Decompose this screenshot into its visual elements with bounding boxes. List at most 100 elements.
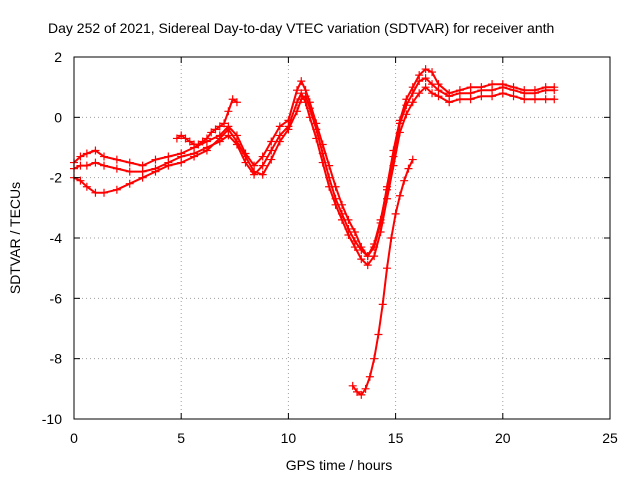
data-point (370, 243, 379, 252)
data-point (498, 80, 507, 89)
data-point (215, 122, 224, 131)
data-point (194, 140, 203, 149)
data-point (374, 330, 383, 339)
data-point (292, 86, 301, 95)
data-point (215, 134, 224, 143)
ticks (73, 56, 611, 420)
data-point (415, 71, 424, 80)
data-point (421, 74, 430, 83)
data-point (82, 182, 91, 191)
data-point (267, 137, 276, 146)
data-point (383, 182, 392, 191)
data-point (177, 131, 186, 140)
data-point (434, 92, 443, 101)
y-tick-label: -6 (50, 290, 63, 306)
data-point (211, 125, 220, 134)
data-point (224, 125, 233, 134)
data-point (241, 152, 250, 161)
data-point (151, 167, 160, 176)
data-point (181, 134, 190, 143)
data-point (112, 185, 121, 194)
data-point (202, 134, 211, 143)
data-point (530, 95, 539, 104)
data-point (488, 92, 497, 101)
data-point (267, 155, 276, 164)
data-point (357, 390, 366, 399)
data-point (455, 95, 464, 104)
data-point (477, 83, 486, 92)
data-point (297, 95, 306, 104)
data-point (100, 188, 109, 197)
data-point (498, 89, 507, 98)
y-tick-label: -8 (50, 351, 63, 367)
data-point (297, 77, 306, 86)
data-point (172, 134, 181, 143)
data-point (338, 209, 346, 218)
data-point (376, 218, 385, 227)
data-point (220, 119, 229, 128)
data-point (232, 98, 241, 107)
data-point (224, 107, 233, 116)
data-point (434, 80, 443, 89)
data-point (353, 387, 362, 396)
y-tick-label: -4 (50, 230, 63, 246)
data-point (509, 83, 518, 92)
data-point (76, 152, 85, 161)
data-point (361, 384, 370, 393)
data-point (428, 89, 437, 98)
data-point (275, 122, 284, 131)
data-point (228, 95, 237, 104)
data-point (428, 68, 437, 77)
data-point (365, 372, 374, 381)
data-point (267, 146, 276, 155)
data-point (541, 95, 550, 104)
data-point (395, 191, 404, 200)
data-point (112, 155, 121, 164)
series-track-5 (172, 95, 241, 149)
y-tick-labels: -10 -8 -6 -4 -2 0 2 (42, 49, 62, 427)
data-point (455, 86, 464, 95)
data-point (125, 167, 134, 176)
data-point (421, 65, 430, 74)
data-point (402, 95, 411, 104)
x-tick-labels: 0 5 10 15 20 25 (70, 430, 618, 446)
x-tick-label: 25 (602, 430, 618, 446)
data-point (207, 128, 216, 137)
data-point (391, 209, 400, 218)
data-point (408, 155, 417, 164)
data-point (138, 173, 147, 182)
y-tick-label: -10 (42, 411, 62, 427)
data-point (404, 164, 413, 173)
y-tick-label: 0 (54, 109, 62, 125)
data-point (164, 161, 173, 170)
data-point (312, 125, 321, 134)
data-point (350, 237, 359, 246)
data-point (530, 86, 539, 95)
data-point (258, 152, 267, 161)
x-tick-label: 5 (177, 430, 185, 446)
series-layer (70, 65, 559, 399)
data-point (202, 146, 211, 155)
data-point (82, 149, 91, 158)
x-tick-label: 0 (70, 430, 78, 446)
data-point (91, 146, 100, 155)
data-point (550, 83, 559, 92)
series-track-4 (348, 155, 417, 399)
data-point (125, 179, 134, 188)
data-point (284, 125, 293, 134)
data-point (100, 152, 109, 161)
data-point (177, 158, 186, 167)
data-point (363, 261, 372, 270)
data-point (76, 176, 85, 185)
data-point (402, 110, 411, 119)
x-tick-label: 15 (388, 430, 404, 446)
data-point (185, 137, 194, 146)
data-point (305, 104, 314, 113)
data-point (258, 161, 267, 170)
data-point (466, 83, 475, 92)
data-point (389, 146, 398, 155)
data-point (151, 155, 160, 164)
data-point (445, 89, 454, 98)
data-point (112, 164, 121, 173)
